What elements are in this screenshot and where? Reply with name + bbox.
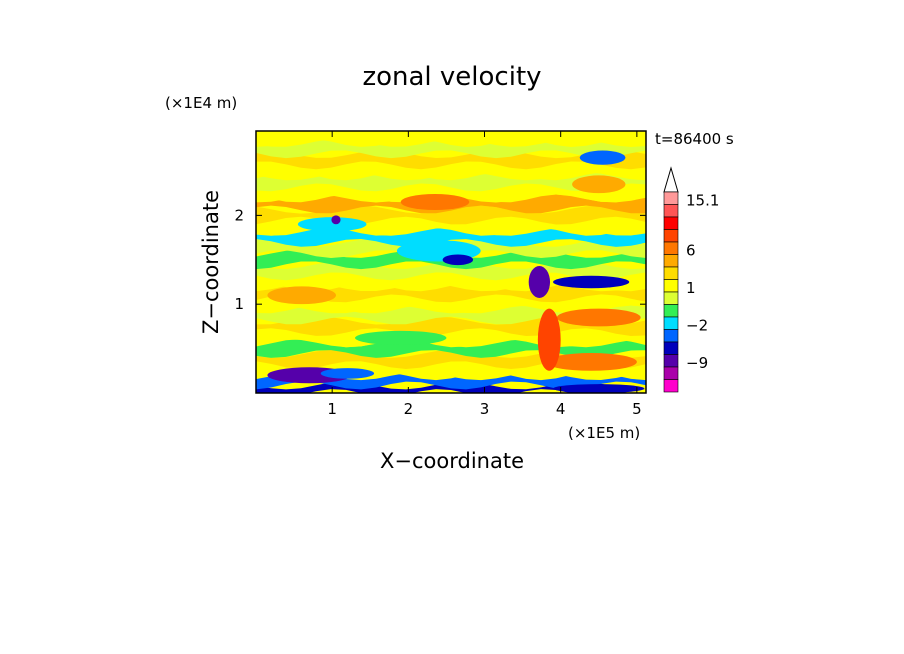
plot-frame xyxy=(255,130,647,394)
velocity-feature xyxy=(331,215,341,225)
velocity-band xyxy=(256,305,646,325)
velocity-feature xyxy=(355,330,447,346)
y-tick-label: 2 xyxy=(234,206,244,224)
x-tick-label: 2 xyxy=(404,400,414,418)
colorbar-label: −2 xyxy=(686,317,708,335)
colorbar-swatch xyxy=(663,291,679,305)
y-tick-label: 1 xyxy=(234,295,244,313)
colorbar: 15.1 6 1 −2 −9 xyxy=(663,166,719,393)
velocity-feature xyxy=(297,217,367,232)
y-axis: 12 xyxy=(234,206,646,313)
colorbar-label: −9 xyxy=(686,354,708,372)
velocity-feature xyxy=(579,150,626,165)
velocity-feature xyxy=(528,265,551,298)
x-tick-label: 4 xyxy=(556,400,566,418)
x-tick-label: 5 xyxy=(632,400,642,418)
velocity-band xyxy=(256,131,646,147)
colorbar-label: 1 xyxy=(686,279,696,297)
x-axis: 1 2 3 4 5 xyxy=(327,131,642,418)
time-annotation: t=86400 s xyxy=(655,130,734,148)
velocity-feature xyxy=(553,384,645,393)
velocity-feature xyxy=(442,254,474,266)
colorbar-swatch xyxy=(663,304,679,318)
colorbar-swatch xyxy=(663,329,679,343)
colorbar-label: 15.1 xyxy=(686,192,719,210)
velocity-feature xyxy=(400,194,470,211)
colorbar-swatch xyxy=(663,366,679,380)
velocity-band xyxy=(256,183,646,203)
x-tick-label: 1 xyxy=(327,400,337,418)
colorbar-swatch xyxy=(663,241,679,255)
x-unit-label: (×1E5 m) xyxy=(568,424,640,442)
colorbar-swatch xyxy=(663,341,679,355)
velocity-feature xyxy=(553,275,630,289)
velocity-band xyxy=(256,150,646,170)
velocity-feature xyxy=(537,308,561,371)
colorbar-swatch xyxy=(663,191,679,205)
velocity-field xyxy=(256,131,646,393)
velocity-feature xyxy=(267,286,336,305)
y-unit-label: (×1E4 m) xyxy=(165,94,237,112)
colorbar-swatch xyxy=(663,354,679,368)
velocity-band xyxy=(256,161,646,181)
colorbar-swatch xyxy=(663,316,679,330)
colorbar-label: 6 xyxy=(686,242,696,260)
y-axis-label: Z−coordinate xyxy=(199,190,223,334)
colorbar-swatch xyxy=(663,216,679,230)
colorbar-overflow-arrow xyxy=(663,166,679,193)
colorbar-swatch xyxy=(663,266,679,280)
colorbar-swatch xyxy=(663,254,679,268)
x-tick-label: 3 xyxy=(480,400,490,418)
velocity-band xyxy=(256,227,646,247)
colorbar-swatch xyxy=(663,279,679,293)
velocity-feature xyxy=(545,353,637,371)
colorbar-swatch xyxy=(663,229,679,243)
colorbar-swatch xyxy=(663,204,679,218)
velocity-feature xyxy=(320,368,375,379)
velocity-feature xyxy=(572,175,626,194)
chart-title: zonal velocity xyxy=(362,62,541,92)
x-axis-label: X−coordinate xyxy=(380,449,524,473)
colorbar-swatch xyxy=(663,379,679,393)
velocity-feature xyxy=(556,308,641,327)
